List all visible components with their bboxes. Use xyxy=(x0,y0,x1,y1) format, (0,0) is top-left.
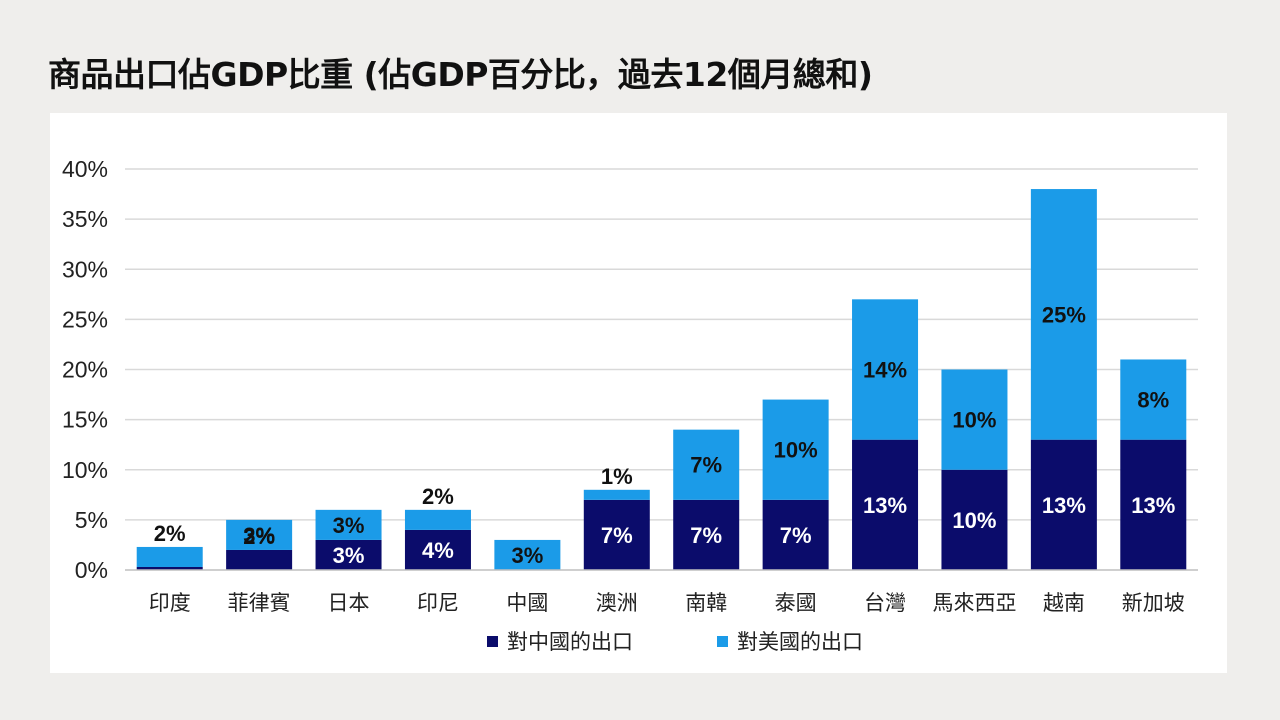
chart-title: 商品出口佔GDP比重 (佔GDP百分比，過去12個月總和) xyxy=(48,55,873,94)
y-tick-label: 25% xyxy=(62,306,108,332)
bar-segment-us xyxy=(941,369,1008,470)
bar-segment-us xyxy=(494,539,561,570)
data-label-us: 2% xyxy=(422,484,454,509)
data-label-china: 13% xyxy=(1042,493,1086,518)
x-axis: 印度 菲律賓 日本 印尼 中國 澳洲 南韓 泰國 台灣 馬來西亞 越南 新加坡 xyxy=(125,569,1198,615)
y-tick-label: 40% xyxy=(62,156,108,182)
y-tick-label: 15% xyxy=(62,407,108,433)
x-tick-label: 南韓 xyxy=(685,591,727,615)
y-axis-ticks: 0% 5% 10% 15% 20% 25% 30% 35% 40% xyxy=(62,156,108,583)
bar-segment-us xyxy=(1030,189,1097,440)
data-label-us: 14% xyxy=(863,358,907,383)
x-tick-label: 澳洲 xyxy=(596,591,638,615)
x-tick-label: 日本 xyxy=(328,591,370,615)
bar-segment-us xyxy=(315,509,382,540)
bars xyxy=(136,189,1187,570)
bar-segment-china xyxy=(1120,439,1187,570)
data-label-china: 7% xyxy=(690,523,722,548)
y-tick-label: 35% xyxy=(62,206,108,232)
data-label-china: 4% xyxy=(422,538,454,563)
bar-segment-us xyxy=(1120,359,1187,440)
bar-segment-us xyxy=(762,399,829,500)
stacked-bar-chart: 0%5%10%15%20%25%30%35%40% 2% 2%3%3%3%4%2%… xyxy=(62,156,1198,654)
bar-segment-china xyxy=(315,539,382,570)
x-tick-label: 菲律賓 xyxy=(228,591,291,615)
data-label-us: 1% xyxy=(601,464,633,489)
bar-segment-china xyxy=(852,439,919,570)
data-label-china: 2% xyxy=(243,524,275,549)
y-tick-label: 20% xyxy=(62,357,108,383)
bar-segment-us xyxy=(136,546,203,567)
legend-swatch-us xyxy=(717,636,728,647)
data-label-us: 25% xyxy=(1042,302,1086,327)
data-label-china: 10% xyxy=(952,508,996,533)
data-label-us: 8% xyxy=(1137,388,1169,413)
data-label-us: 3% xyxy=(511,543,543,568)
data-label-china: 7% xyxy=(780,523,812,548)
bar-segment-us xyxy=(673,429,740,500)
chart-panel: 0% 5% 10% 15% 20% 25% 30% 35% 40% 2% 2% 3% 3% 3% 4% 2%… xyxy=(50,113,1227,673)
bar-segment-china xyxy=(1030,439,1097,570)
data-label-china: 7% xyxy=(601,523,633,548)
legend: 對中國的出口 對美國的出口 xyxy=(487,630,863,654)
bar-segment-us xyxy=(852,299,919,440)
data-label-china: 3% xyxy=(333,543,365,568)
data-label-us: 10% xyxy=(774,438,818,463)
x-tick-label: 新加坡 xyxy=(1122,591,1185,615)
bar-segment-us xyxy=(404,509,471,530)
legend-label-us: 對美國的出口 xyxy=(737,630,863,654)
x-tick-label: 台灣 xyxy=(864,591,906,615)
data-label-us: 3% xyxy=(243,523,275,548)
bar-segment-us xyxy=(226,519,293,550)
data-label-us: 7% xyxy=(690,453,722,478)
legend-label-china: 對中國的出口 xyxy=(507,630,633,654)
data-label-china: 13% xyxy=(863,493,907,518)
bar-segment-us xyxy=(583,489,650,500)
data-label-us: 2% xyxy=(154,521,186,546)
x-tick-label: 泰國 xyxy=(775,591,817,615)
bar-segment-china xyxy=(404,529,471,570)
data-label-us: 10% xyxy=(952,408,996,433)
y-tick-label: 0% xyxy=(75,557,108,583)
y-tick-label: 30% xyxy=(62,256,108,282)
bar-segment-china xyxy=(673,499,740,570)
bar-segment-china xyxy=(762,499,829,570)
data-label-china: 13% xyxy=(1131,493,1175,518)
data-labels: 2% 2%3%3%3%4%2%3%7%1%7%7%7%10%13%14%10%10… xyxy=(154,302,1176,568)
data-label-us: 3% xyxy=(333,513,365,538)
x-tick-label: 印尼 xyxy=(417,591,459,615)
bar-segment-china xyxy=(226,549,293,570)
legend-swatch-china xyxy=(487,636,498,647)
x-tick-label: 馬來西亞 xyxy=(932,591,1016,615)
gridlines xyxy=(125,168,1198,521)
y-tick-label: 5% xyxy=(75,507,108,533)
x-tick-label: 中國 xyxy=(506,591,548,615)
bar-segment-china xyxy=(136,566,203,570)
y-tick-label: 10% xyxy=(62,457,108,483)
x-tick-label: 印度 xyxy=(149,591,191,615)
bar-segment-china xyxy=(941,469,1008,570)
x-tick-label: 越南 xyxy=(1043,591,1085,615)
bar-segment-china xyxy=(583,499,650,570)
